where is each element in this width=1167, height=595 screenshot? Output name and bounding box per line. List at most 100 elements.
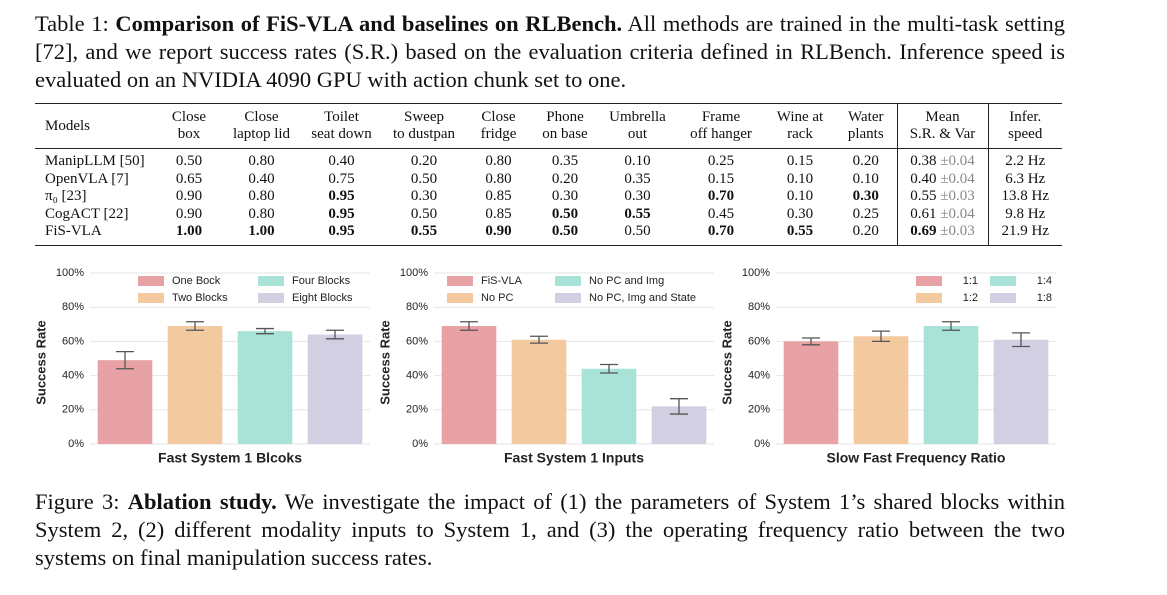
header-line: Toilet <box>324 109 359 125</box>
bar <box>511 339 567 444</box>
y-tick-label: 60% <box>406 335 428 347</box>
score-cell: 0.55 <box>383 223 465 246</box>
column-header: Mean S.R. & Var <box>896 103 988 149</box>
legend-label: One Bock <box>172 275 221 287</box>
header-line: Close <box>171 109 207 125</box>
legend-swatch <box>138 276 164 286</box>
x-axis-label: Fast System 1 Inputs <box>504 450 644 466</box>
mean-value: 0.40 <box>910 170 937 187</box>
score-cell: 0.50 <box>551 205 579 222</box>
score-cell: 0.30 <box>551 188 579 204</box>
y-tick-label: 0% <box>68 438 84 450</box>
error-bar <box>1012 332 1030 348</box>
bar <box>237 331 293 444</box>
header-line: fridge <box>480 126 517 142</box>
legend-swatch <box>555 293 581 303</box>
legend-label: Two Blocks <box>172 292 228 304</box>
speed-cell: 6.3 Hz <box>987 170 1062 188</box>
y-tick-label: 0% <box>412 438 428 450</box>
column-header: Models <box>35 103 155 149</box>
header-line: plants <box>847 126 884 142</box>
score-cell: 0.45 <box>707 205 735 222</box>
score-cell: 0.30 <box>410 188 438 204</box>
column-header: Close laptop lid <box>223 103 300 149</box>
y-tick-label: 60% <box>748 335 770 347</box>
bar <box>783 341 839 444</box>
header-line: Close <box>244 109 279 125</box>
legend-swatch <box>990 293 1016 303</box>
header-line: off hanger <box>690 126 752 142</box>
table-row: OpenVLA [7] 0.65 0.40 0.75 0.50 0.80 0.20 0.35 0… <box>35 170 1062 188</box>
column-header: Umbrella out <box>598 103 677 149</box>
score-cell: 0.10 <box>786 170 814 187</box>
score-cell: 0.10 <box>624 153 651 169</box>
column-header: Frame off hanger <box>677 103 765 149</box>
score-cell: 1.00 <box>223 223 300 246</box>
score-cell: 0.35 <box>551 153 579 169</box>
speed-cell: 13.8 Hz <box>987 188 1062 206</box>
score-cell: 0.80 <box>248 205 275 222</box>
header-line: laptop lid <box>232 126 291 142</box>
score-cell: 0.50 <box>598 223 677 246</box>
y-tick-label: 20% <box>62 404 84 416</box>
score-cell: 0.30 <box>624 188 651 204</box>
bar <box>923 326 979 444</box>
chart: 0% 20% 40% 60% 80% 100% Success Rate Slow Fast … <box>719 267 1056 466</box>
mean-variance: ±0.04 <box>940 170 975 187</box>
score-cell: 0.90 <box>465 223 532 246</box>
speed-cell: 21.9 Hz <box>987 223 1062 246</box>
score-cell: 0.95 <box>328 205 355 222</box>
legend-swatch <box>258 276 284 286</box>
bar <box>307 334 363 444</box>
error-bar <box>670 398 688 415</box>
score-cell: 0.80 <box>485 153 512 169</box>
bar <box>97 360 153 444</box>
score-cell: 0.10 <box>786 188 814 204</box>
header-line: Water <box>848 109 884 125</box>
table-row: π₀ [23] 0.90 0.80 0.95 0.30 0.85 0.30 0.30 0.70 0… <box>35 188 1062 206</box>
mean-variance: ±0.03 <box>940 223 975 239</box>
mean-cell: 0.38 ±0.04 <box>896 148 988 171</box>
table-row: FiS-VLA 1.00 1.00 0.95 0.55 0.90 0.50 0.50 0.70 0… <box>35 223 1062 246</box>
score-cell: 0.50 <box>175 153 203 169</box>
y-axis-label: Success Rate <box>719 320 734 405</box>
bar <box>441 326 497 444</box>
column-header: Infer. speed <box>987 103 1062 149</box>
score-cell: 0.80 <box>248 188 275 204</box>
model-name: π₀ [23] <box>45 188 87 204</box>
y-tick-label: 40% <box>748 370 770 382</box>
bar <box>993 339 1049 444</box>
header-line: Mean <box>925 109 960 125</box>
caption-title: Comparison of FiS-VLA and baselines on R… <box>115 11 623 36</box>
y-tick-label: 80% <box>406 301 428 313</box>
score-cell: 0.30 <box>786 205 814 222</box>
y-tick-label: 100% <box>400 267 428 279</box>
speed-cell: 9.8 Hz <box>987 205 1062 223</box>
legend-swatch <box>990 276 1016 286</box>
score-cell: 0.40 <box>328 153 355 169</box>
mean-value: 0.61 <box>910 205 937 222</box>
score-cell: 0.70 <box>677 223 765 246</box>
model-name: FiS-VLA <box>35 223 155 246</box>
y-tick-label: 40% <box>406 370 428 382</box>
legend-label: FiS-VLA <box>481 275 523 287</box>
table-row: CogACT [22] 0.90 0.80 0.95 0.50 0.85 0.50 0.55 0… <box>35 205 1062 223</box>
error-bar <box>600 363 618 374</box>
results-table: Models Close box Close laptop lid Toilet seat … <box>35 103 1062 246</box>
header-line: S.R. & Var <box>909 126 976 142</box>
header-line: speed <box>1008 126 1043 142</box>
score-cell: 0.70 <box>707 188 735 204</box>
error-bar <box>256 327 274 335</box>
speed-cell: 2.2 Hz <box>987 148 1062 171</box>
table-caption: Table 1: Comparison of FiS-VLA and basel… <box>35 10 1065 94</box>
mean-cell: 0.61 ±0.04 <box>896 205 988 223</box>
score-cell: 0.85 <box>485 205 512 222</box>
header-line: Infer. <box>1009 109 1042 125</box>
legend-label: No PC and Img <box>589 275 664 287</box>
caption-title: Ablation study. <box>127 489 277 514</box>
y-tick-label: 20% <box>748 404 770 416</box>
header-line: to dustpan <box>392 126 456 142</box>
score-cell: 0.75 <box>328 170 355 187</box>
legend-label: No PC, Img and State <box>589 292 696 304</box>
column-header: Wine at rack <box>765 103 835 149</box>
